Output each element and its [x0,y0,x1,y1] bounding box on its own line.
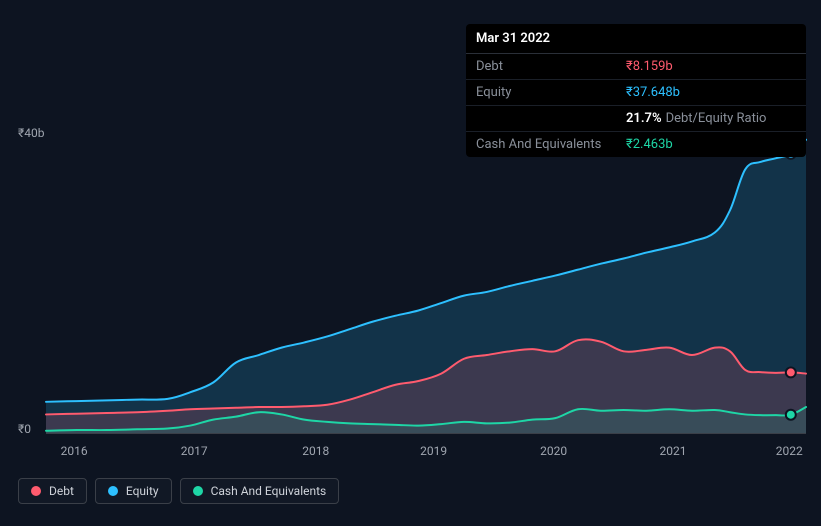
chart-legend: Debt Equity Cash And Equivalents [18,478,339,504]
legend-swatch [108,486,118,496]
legend-label: Debt [49,484,74,498]
tooltip-label: Debt [476,59,626,74]
x-axis-tick: 2019 [420,444,447,458]
legend-label: Equity [126,484,159,498]
legend-item-debt[interactable]: Debt [18,478,87,504]
tooltip-label: Cash And Equivalents [476,137,626,152]
tooltip-value: ₹8.159b [626,59,796,74]
legend-item-equity[interactable]: Equity [95,478,172,504]
tooltip-row-debt: Debt ₹8.159b [466,54,806,80]
tooltip-label: Equity [476,85,626,100]
y-axis-max-label: ₹40b [18,126,44,140]
chart-svg [46,136,806,433]
x-axis-tick: 2021 [660,444,687,458]
y-axis-min-label: ₹0 [18,422,31,436]
tooltip-row-cash: Cash And Equivalents ₹2.463b [466,132,806,157]
x-axis-ticks: 2016 2017 2018 2019 2020 2021 2022 [46,444,806,464]
tooltip-row-equity: Equity ₹37.648b [466,80,806,106]
chart-container: ₹40b ₹0 [18,130,806,440]
tooltip-value: 21.7% Debt/Equity Ratio [626,111,796,126]
tooltip-value: ₹37.648b [626,85,796,100]
ratio-percent: 21.7% [626,111,662,126]
tooltip-date: Mar 31 2022 [466,24,806,54]
tooltip-value: ₹2.463b [626,137,796,152]
legend-swatch [193,486,203,496]
legend-item-cash[interactable]: Cash And Equivalents [180,478,340,504]
tooltip-label [476,111,626,126]
ratio-label: Debt/Equity Ratio [666,111,767,126]
x-axis-tick: 2016 [61,444,88,458]
x-axis-tick: 2022 [776,444,803,458]
x-axis-tick: 2017 [181,444,208,458]
chart-tooltip: Mar 31 2022 Debt ₹8.159b Equity ₹37.648b… [466,24,806,157]
x-axis-tick: 2020 [540,444,567,458]
x-axis-tick: 2018 [302,444,329,458]
legend-label: Cash And Equivalents [211,484,327,498]
tooltip-row-ratio: 21.7% Debt/Equity Ratio [466,106,806,132]
legend-swatch [31,486,41,496]
chart-plot-area[interactable] [46,136,806,434]
